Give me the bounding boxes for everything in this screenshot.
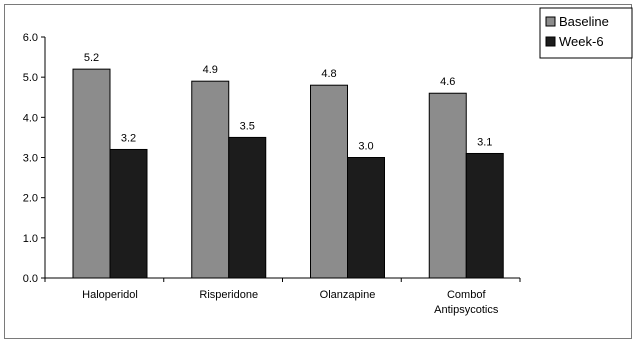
week6-bar: [465, 152, 504, 279]
category-label: Risperidone: [199, 289, 258, 301]
category-label: Combof: [447, 289, 486, 301]
week6-bar: [347, 157, 385, 279]
data-label: 3.2: [121, 132, 136, 144]
y-tick-label: 4.0: [23, 112, 38, 124]
baseline-bar: [428, 92, 467, 279]
chart-frame: [4, 4, 632, 339]
y-tick-label: 5.0: [23, 72, 38, 84]
baseline-bar: [310, 84, 348, 279]
y-tick-label: 1.0: [23, 233, 38, 245]
data-label: 5.2: [84, 52, 99, 64]
week6-bar: [228, 136, 267, 279]
data-label: 4.8: [321, 68, 336, 80]
legend-box: [539, 7, 633, 59]
data-label: 4.9: [203, 64, 218, 76]
y-tick-label: 6.0: [23, 32, 38, 44]
legend-swatch: [545, 36, 556, 47]
data-label: 4.6: [440, 76, 455, 88]
y-tick-label: 0.0: [23, 273, 38, 285]
legend-swatch: [545, 16, 556, 27]
category-label: Haloperidol: [82, 289, 138, 301]
data-label: 3.0: [358, 141, 373, 153]
data-label: 3.1: [477, 136, 492, 148]
y-tick-label: 3.0: [23, 153, 38, 165]
baseline-bar: [191, 80, 230, 279]
legend-label: Week-6: [559, 34, 604, 49]
category-label: Antipsycotics: [434, 304, 499, 316]
y-tick-label: 2.0: [23, 193, 38, 205]
week6-bar: [109, 148, 148, 279]
category-label: Olanzapine: [320, 289, 376, 301]
data-label: 3.5: [240, 120, 255, 132]
baseline-bar: [72, 68, 111, 279]
legend-label: Baseline: [559, 14, 609, 29]
